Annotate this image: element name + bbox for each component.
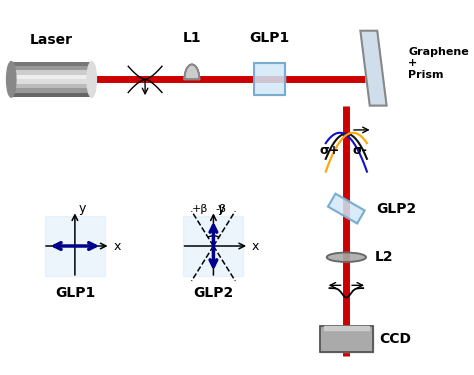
Text: σ+: σ+ bbox=[319, 144, 340, 157]
PathPatch shape bbox=[184, 64, 200, 80]
Bar bbox=[11, 80, 92, 84]
Bar bbox=[254, 63, 285, 95]
Text: GLP1: GLP1 bbox=[55, 286, 95, 300]
Text: CCD: CCD bbox=[379, 332, 411, 346]
Text: σ-: σ- bbox=[353, 144, 368, 157]
Polygon shape bbox=[360, 31, 387, 106]
Ellipse shape bbox=[7, 62, 16, 97]
Text: L1: L1 bbox=[182, 31, 201, 45]
Bar bbox=[183, 216, 243, 276]
Ellipse shape bbox=[87, 62, 96, 97]
Text: Graphene
+
Prism: Graphene + Prism bbox=[408, 47, 469, 80]
Bar bbox=[11, 84, 92, 88]
Bar bbox=[320, 326, 373, 352]
Text: GLP2: GLP2 bbox=[376, 201, 417, 216]
Bar bbox=[11, 75, 92, 80]
Bar bbox=[11, 93, 92, 97]
Text: x: x bbox=[252, 240, 259, 252]
Text: x: x bbox=[113, 240, 121, 252]
Bar bbox=[254, 63, 285, 95]
Text: y: y bbox=[217, 202, 225, 215]
Bar bbox=[11, 70, 92, 75]
Bar bbox=[11, 88, 92, 93]
Ellipse shape bbox=[327, 252, 366, 262]
Bar bbox=[11, 62, 92, 66]
Text: L2: L2 bbox=[374, 250, 393, 264]
Bar bbox=[324, 326, 369, 330]
Bar bbox=[11, 66, 92, 70]
Polygon shape bbox=[328, 194, 365, 224]
Bar bbox=[45, 216, 105, 276]
Text: GLP1: GLP1 bbox=[249, 31, 290, 45]
Text: GLP2: GLP2 bbox=[193, 286, 234, 300]
Bar bbox=[320, 326, 373, 352]
Text: -β: -β bbox=[215, 204, 226, 214]
Text: +β: +β bbox=[192, 204, 209, 214]
Text: y: y bbox=[79, 202, 86, 215]
Text: Laser: Laser bbox=[30, 33, 73, 47]
